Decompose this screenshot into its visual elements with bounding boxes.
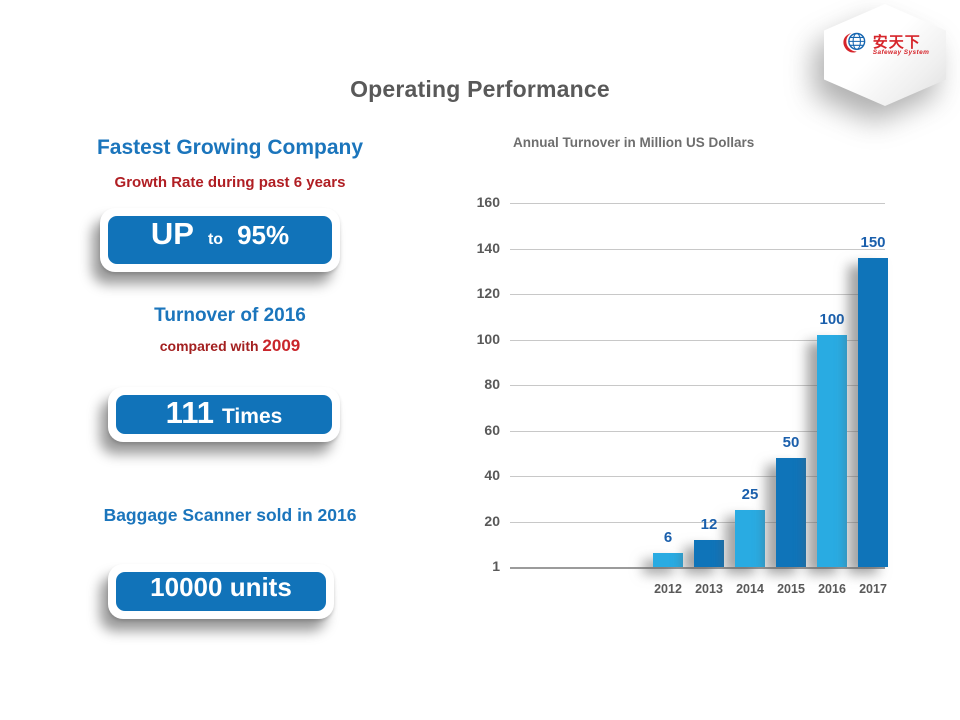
- x-tick-label: 2014: [736, 582, 764, 596]
- globe-icon: [841, 30, 869, 63]
- y-tick-label: 80: [484, 376, 500, 392]
- y-tick-label: 1: [492, 558, 500, 574]
- gridline: [510, 294, 885, 295]
- scanner-badge-label: 10000 units: [150, 572, 292, 602]
- bar: [858, 257, 888, 567]
- logo-text: 安天下 Safeway System: [872, 33, 930, 58]
- x-tick-label: 2016: [818, 582, 846, 596]
- turnover-badge-word: Times: [221, 405, 283, 428]
- turnover-subheading: compared with 2009: [10, 336, 450, 356]
- y-tick-label: 140: [476, 239, 500, 256]
- turnover-heading: Turnover of 2016: [154, 305, 306, 326]
- bar: [694, 539, 724, 567]
- chart-title: Annual Turnover in Million US Dollars: [513, 135, 755, 150]
- annual-turnover-chart: Annual Turnover in Million US Dollars 16…: [440, 130, 915, 630]
- y-tick-label: 40: [484, 467, 500, 483]
- logo-hexagon-face: 安天下 Safeway System: [824, 4, 946, 106]
- bar-value-label: 150: [860, 233, 886, 251]
- growth-subheading: Growth Rate during past 6 years: [114, 174, 346, 191]
- x-tick-label: 2017: [859, 582, 887, 596]
- turnover-sub-year: 2009: [262, 336, 301, 355]
- x-tick-label: 2015: [777, 582, 805, 596]
- bar-value-label: 25: [741, 486, 759, 504]
- x-tick-label: 2013: [695, 582, 723, 596]
- y-tick-label: 160: [476, 194, 500, 210]
- company-logo: 安天下 Safeway System: [841, 30, 930, 63]
- gridline: [510, 248, 885, 250]
- growth-badge-to: to: [207, 231, 224, 248]
- turnover-sub-prefix: compared with: [159, 338, 263, 354]
- y-tick-label: 120: [476, 285, 500, 301]
- bar-value-label: 100: [819, 310, 845, 328]
- gridline: [510, 476, 885, 477]
- logo-company-name-en: Safeway System: [872, 49, 930, 57]
- gridline: [510, 430, 885, 432]
- bar: [653, 553, 683, 567]
- growth-badge-up: UP: [150, 216, 194, 251]
- bar-value-label: 6: [663, 529, 673, 547]
- turnover-badge-face: 111 Times: [116, 395, 332, 434]
- bar: [817, 334, 847, 567]
- bar: [735, 510, 765, 567]
- bar-value-label: 12: [700, 515, 718, 533]
- scanner-badge-face: 10000 units: [116, 572, 326, 611]
- bar-value-label: 50: [782, 433, 800, 451]
- gridline: [510, 521, 885, 523]
- gridline: [510, 385, 885, 386]
- x-tick-label: 2012: [654, 582, 682, 596]
- x-axis-line: [510, 567, 885, 569]
- turnover-badge: 111 Times: [108, 387, 340, 442]
- y-tick-label: 60: [484, 421, 500, 438]
- scanner-badge: 10000 units: [108, 564, 334, 619]
- turnover-badge-number: 111: [165, 395, 214, 430]
- y-tick-label: 100: [476, 330, 500, 347]
- growth-badge-face: UP to 95%: [108, 216, 332, 264]
- page-title: Operating Performance: [350, 76, 610, 102]
- scanner-heading: Baggage Scanner sold in 2016: [103, 505, 357, 525]
- bar: [776, 457, 806, 567]
- y-tick-label: 20: [484, 512, 500, 529]
- gridline: [510, 203, 885, 204]
- gridline: [510, 339, 885, 341]
- logo-hexagon: 安天下 Safeway System: [824, 4, 946, 106]
- logo-company-name-cn: 安天下: [872, 33, 921, 51]
- growth-badge: UP to 95%: [100, 208, 340, 272]
- growth-heading: Fastest Growing Company: [96, 136, 364, 159]
- growth-badge-percent: 95%: [237, 220, 290, 250]
